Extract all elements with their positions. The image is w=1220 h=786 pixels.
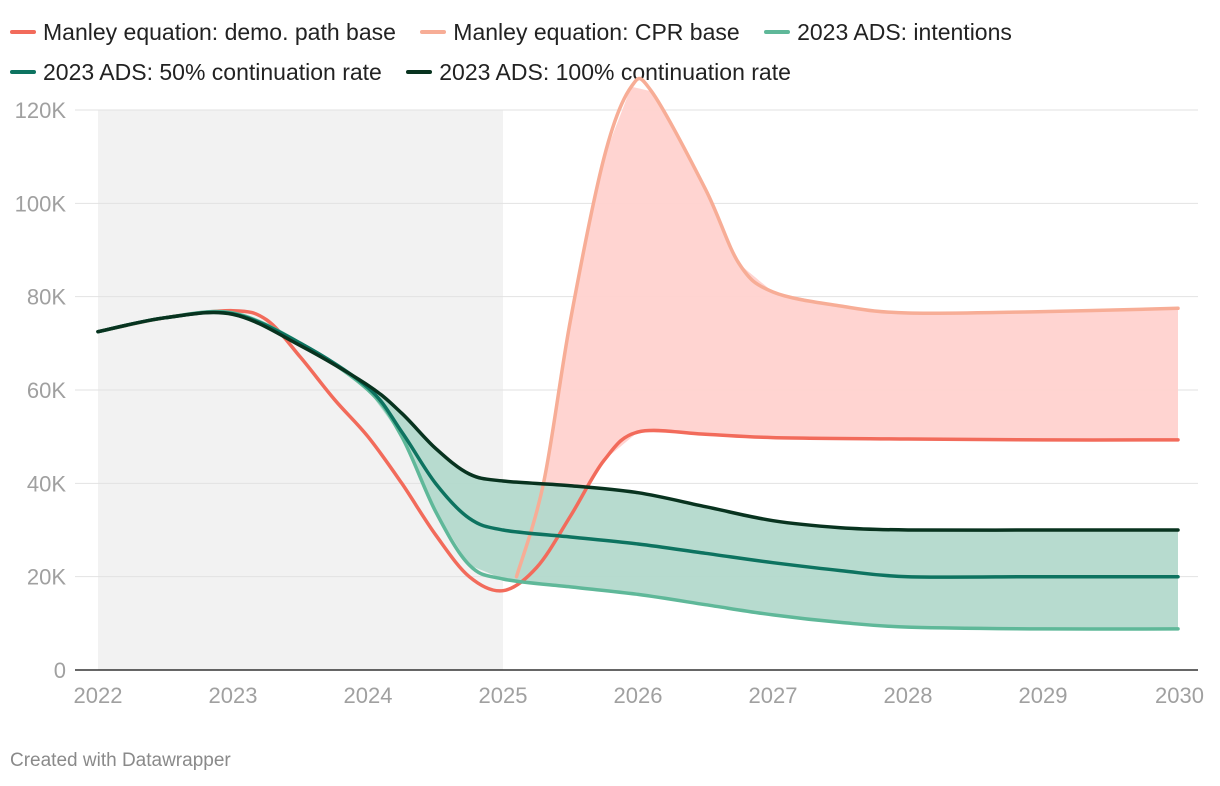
legend-swatch [10,69,36,74]
x-axis-labels: 2022 2023 2024 2025 2026 2027 2028 2029 2030 [74,683,1204,708]
legend-item-ads-100: 2023 ADS: 100% continuation rate [406,52,791,92]
series-line-1 [514,76,1180,579]
range-area [368,385,1178,629]
legend-label: Manley equation: CPR base [453,19,740,45]
series-line-3 [96,310,1180,579]
x-tick-label: 2022 [74,683,123,708]
series-lines [96,76,1180,631]
series-line-4 [96,310,1180,532]
legend-item-ads-intentions: 2023 ADS: intentions [764,12,1012,52]
footer-credit: Created with Datawrapper [10,750,231,771]
x-tick-label: 2025 [479,683,528,708]
legend-label: Manley equation: demo. path base [43,19,396,45]
y-tick-label: 20K [27,565,66,590]
range-area [516,86,1178,582]
legend-swatch [764,29,791,34]
y-tick-label: 100K [15,191,67,216]
x-tick-label: 2023 [209,683,258,708]
x-tick-label: 2027 [749,683,798,708]
x-tick-label: 2024 [344,683,393,708]
x-tick-label: 2029 [1019,683,1068,708]
y-tick-label: 60K [27,378,66,403]
y-tick-label: 0 [54,658,66,683]
x-tick-label: 2030 [1155,683,1204,708]
legend-swatch [406,69,433,74]
legend-item-manley-cpr: Manley equation: CPR base [420,12,740,52]
y-axis-labels: 0 20K 40K 60K 80K 100K 120K [15,98,67,683]
legend-item-ads-50: 2023 ADS: 50% continuation rate [10,52,382,92]
chart-legend: Manley equation: demo. path base Manley … [10,12,1200,92]
legend-swatch [10,29,36,34]
y-tick-label: 80K [27,285,66,310]
legend-label: 2023 ADS: intentions [797,19,1012,45]
legend-swatch [420,29,447,34]
y-tick-label: 40K [27,471,66,496]
y-tick-label: 120K [15,98,67,123]
x-tick-label: 2026 [614,683,663,708]
series-line-0 [96,308,1180,593]
x-tick-label: 2028 [884,683,933,708]
range-areas [368,86,1178,629]
legend-label: 2023 ADS: 100% continuation rate [439,59,791,85]
legend-item-manley-demo-path: Manley equation: demo. path base [10,12,396,52]
legend-label: 2023 ADS: 50% continuation rate [43,59,382,85]
